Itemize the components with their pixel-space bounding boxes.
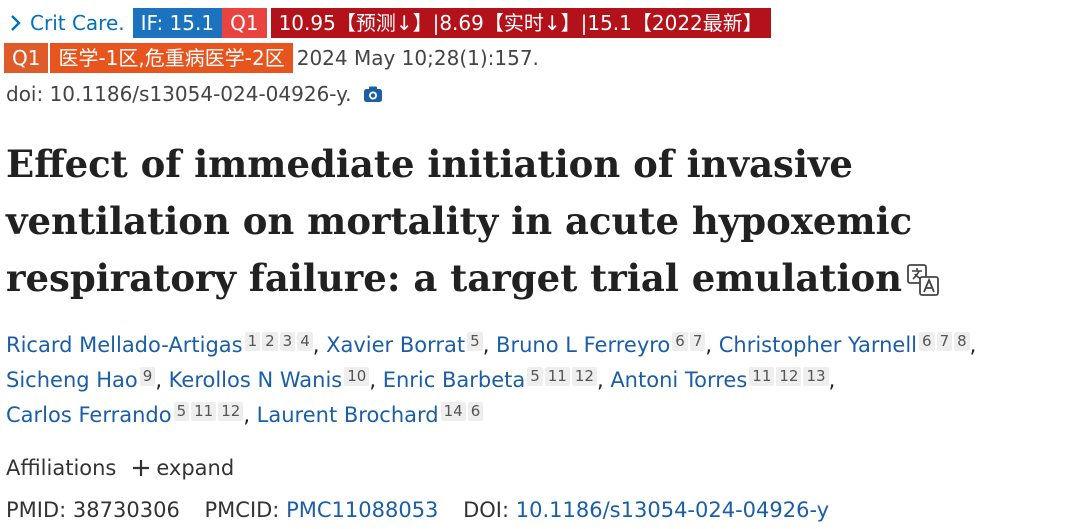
- affiliation-number[interactable]: 9: [139, 367, 156, 386]
- affiliation-number[interactable]: 12: [776, 367, 802, 386]
- article-title-text: Effect of immediate initiation of invasi…: [6, 142, 913, 300]
- doi-line: doi: 10.1186/s13054-024-04926-y.: [0, 79, 384, 109]
- pmcid-link[interactable]: PMC11088053: [286, 498, 439, 522]
- affiliation-number[interactable]: 8: [954, 332, 970, 351]
- author-name-link[interactable]: Laurent Brochard: [256, 403, 439, 427]
- pub-info: 2024 May 10;28(1):157.: [296, 46, 539, 70]
- plus-icon[interactable]: [132, 459, 150, 477]
- affiliation-number[interactable]: 14: [440, 402, 466, 421]
- affiliation-number[interactable]: 10: [344, 367, 370, 386]
- affiliation-number[interactable]: 11: [191, 402, 217, 421]
- author-name-link[interactable]: Enric Barbeta: [382, 368, 526, 392]
- author-name-link[interactable]: Xavier Borrat: [326, 333, 466, 357]
- affiliation-number[interactable]: 7: [936, 332, 953, 351]
- author-separator: ,: [828, 368, 836, 392]
- author-item: Antoni Torres 11 12 13,: [610, 367, 836, 392]
- author-name-link[interactable]: Sicheng Hao: [6, 368, 138, 392]
- author-item: Bruno L Ferreyro 6 7,: [496, 332, 719, 357]
- affiliations-toggle[interactable]: Affiliations expand: [6, 456, 234, 480]
- affiliation-number[interactable]: 4: [297, 332, 313, 351]
- affiliation-number[interactable]: 12: [571, 367, 597, 386]
- quartile-badge: Q1: [222, 8, 267, 38]
- author-item: Carlos Ferrando 5 11 12,: [6, 402, 257, 427]
- affiliations-label: Affiliations: [6, 456, 117, 480]
- affiliation-number[interactable]: 6: [919, 332, 935, 351]
- author-item: Enric Barbeta 5 11 12,: [382, 367, 611, 392]
- pmid-value: 38730306: [72, 498, 180, 522]
- pmid-label: PMID:: [6, 498, 67, 522]
- camera-icon[interactable]: [362, 83, 384, 105]
- doi-link[interactable]: 10.1186/s13054-024-04926-y: [515, 498, 830, 522]
- translate-icon[interactable]: [906, 263, 940, 297]
- author-item: Ricard Mellado-Artigas 1 2 3 4,: [6, 332, 327, 357]
- author-name-link[interactable]: Antoni Torres: [610, 368, 748, 392]
- affiliation-number[interactable]: 11: [544, 367, 570, 386]
- author-name-link[interactable]: Christopher Yarnell: [718, 333, 918, 357]
- affiliation-number[interactable]: 3: [279, 332, 296, 351]
- affiliation-number[interactable]: 5: [527, 367, 543, 386]
- author-separator: ,: [969, 333, 977, 357]
- affiliation-number[interactable]: 5: [173, 402, 190, 421]
- author-name-link[interactable]: Carlos Ferrando: [6, 403, 172, 427]
- author-name-link[interactable]: Kerollos N Wanis: [168, 368, 343, 392]
- if-detail-badge: 10.95【预测↓】|8.69【实时↓】|15.1【2022最新】: [270, 8, 771, 38]
- author-item: Kerollos N Wanis 10,: [168, 367, 383, 392]
- doi-text: doi: 10.1186/s13054-024-04926-y.: [6, 82, 352, 106]
- identifiers-line: PMID: 38730306 PMCID: PMC11088053 DOI: 1…: [6, 498, 829, 522]
- citation-line: Crit Care. IF: 15.1 Q1 10.95【预测↓】|8.69【实…: [0, 8, 771, 38]
- pub-info-line: Q1 医学-1区,危重病医学-2区 2024 May 10;28(1):157.: [0, 43, 539, 73]
- author-separator: ,: [705, 333, 719, 357]
- affiliation-number[interactable]: 6: [672, 332, 688, 351]
- pmcid-label: PMCID:: [204, 498, 280, 522]
- author-list: Ricard Mellado-Artigas 1 2 3 4, Xavier Borra…: [6, 328, 1080, 433]
- author-separator: ,: [369, 368, 383, 392]
- affiliation-number[interactable]: 2: [262, 332, 278, 351]
- affiliation-number[interactable]: 13: [803, 367, 829, 386]
- affiliation-number[interactable]: 12: [218, 402, 244, 421]
- author-item: Sicheng Hao 9,: [6, 367, 169, 392]
- category-badge: 医学-1区,危重病医学-2区: [50, 43, 293, 73]
- affiliation-number[interactable]: 1: [244, 332, 261, 351]
- author-name-link[interactable]: Bruno L Ferreyro: [496, 333, 671, 357]
- chevron-right-icon[interactable]: [4, 11, 28, 35]
- author-item: Xavier Borrat 5,: [326, 332, 497, 357]
- impact-factor-badge: IF: 15.1: [132, 8, 223, 38]
- affiliation-number[interactable]: 6: [467, 402, 484, 421]
- author-separator: ,: [243, 403, 257, 427]
- author-separator: ,: [312, 333, 327, 357]
- doi-label: DOI:: [463, 498, 510, 522]
- author-separator: ,: [596, 368, 611, 392]
- expand-label[interactable]: expand: [156, 456, 235, 480]
- journal-link[interactable]: Crit Care.: [30, 11, 125, 35]
- author-separator: ,: [482, 333, 497, 357]
- author-item: Christopher Yarnell 6 7 8,: [718, 332, 977, 357]
- author-name-link[interactable]: Ricard Mellado-Artigas: [6, 333, 243, 357]
- affiliation-number[interactable]: 7: [689, 332, 706, 351]
- author-item: Laurent Brochard 14 6: [256, 402, 484, 427]
- affiliation-number[interactable]: 5: [467, 332, 483, 351]
- author-separator: ,: [155, 368, 169, 392]
- quartile-badge-2: Q1: [4, 43, 49, 73]
- affiliation-number[interactable]: 11: [749, 367, 775, 386]
- article-title: Effect of immediate initiation of invasi…: [6, 136, 1080, 307]
